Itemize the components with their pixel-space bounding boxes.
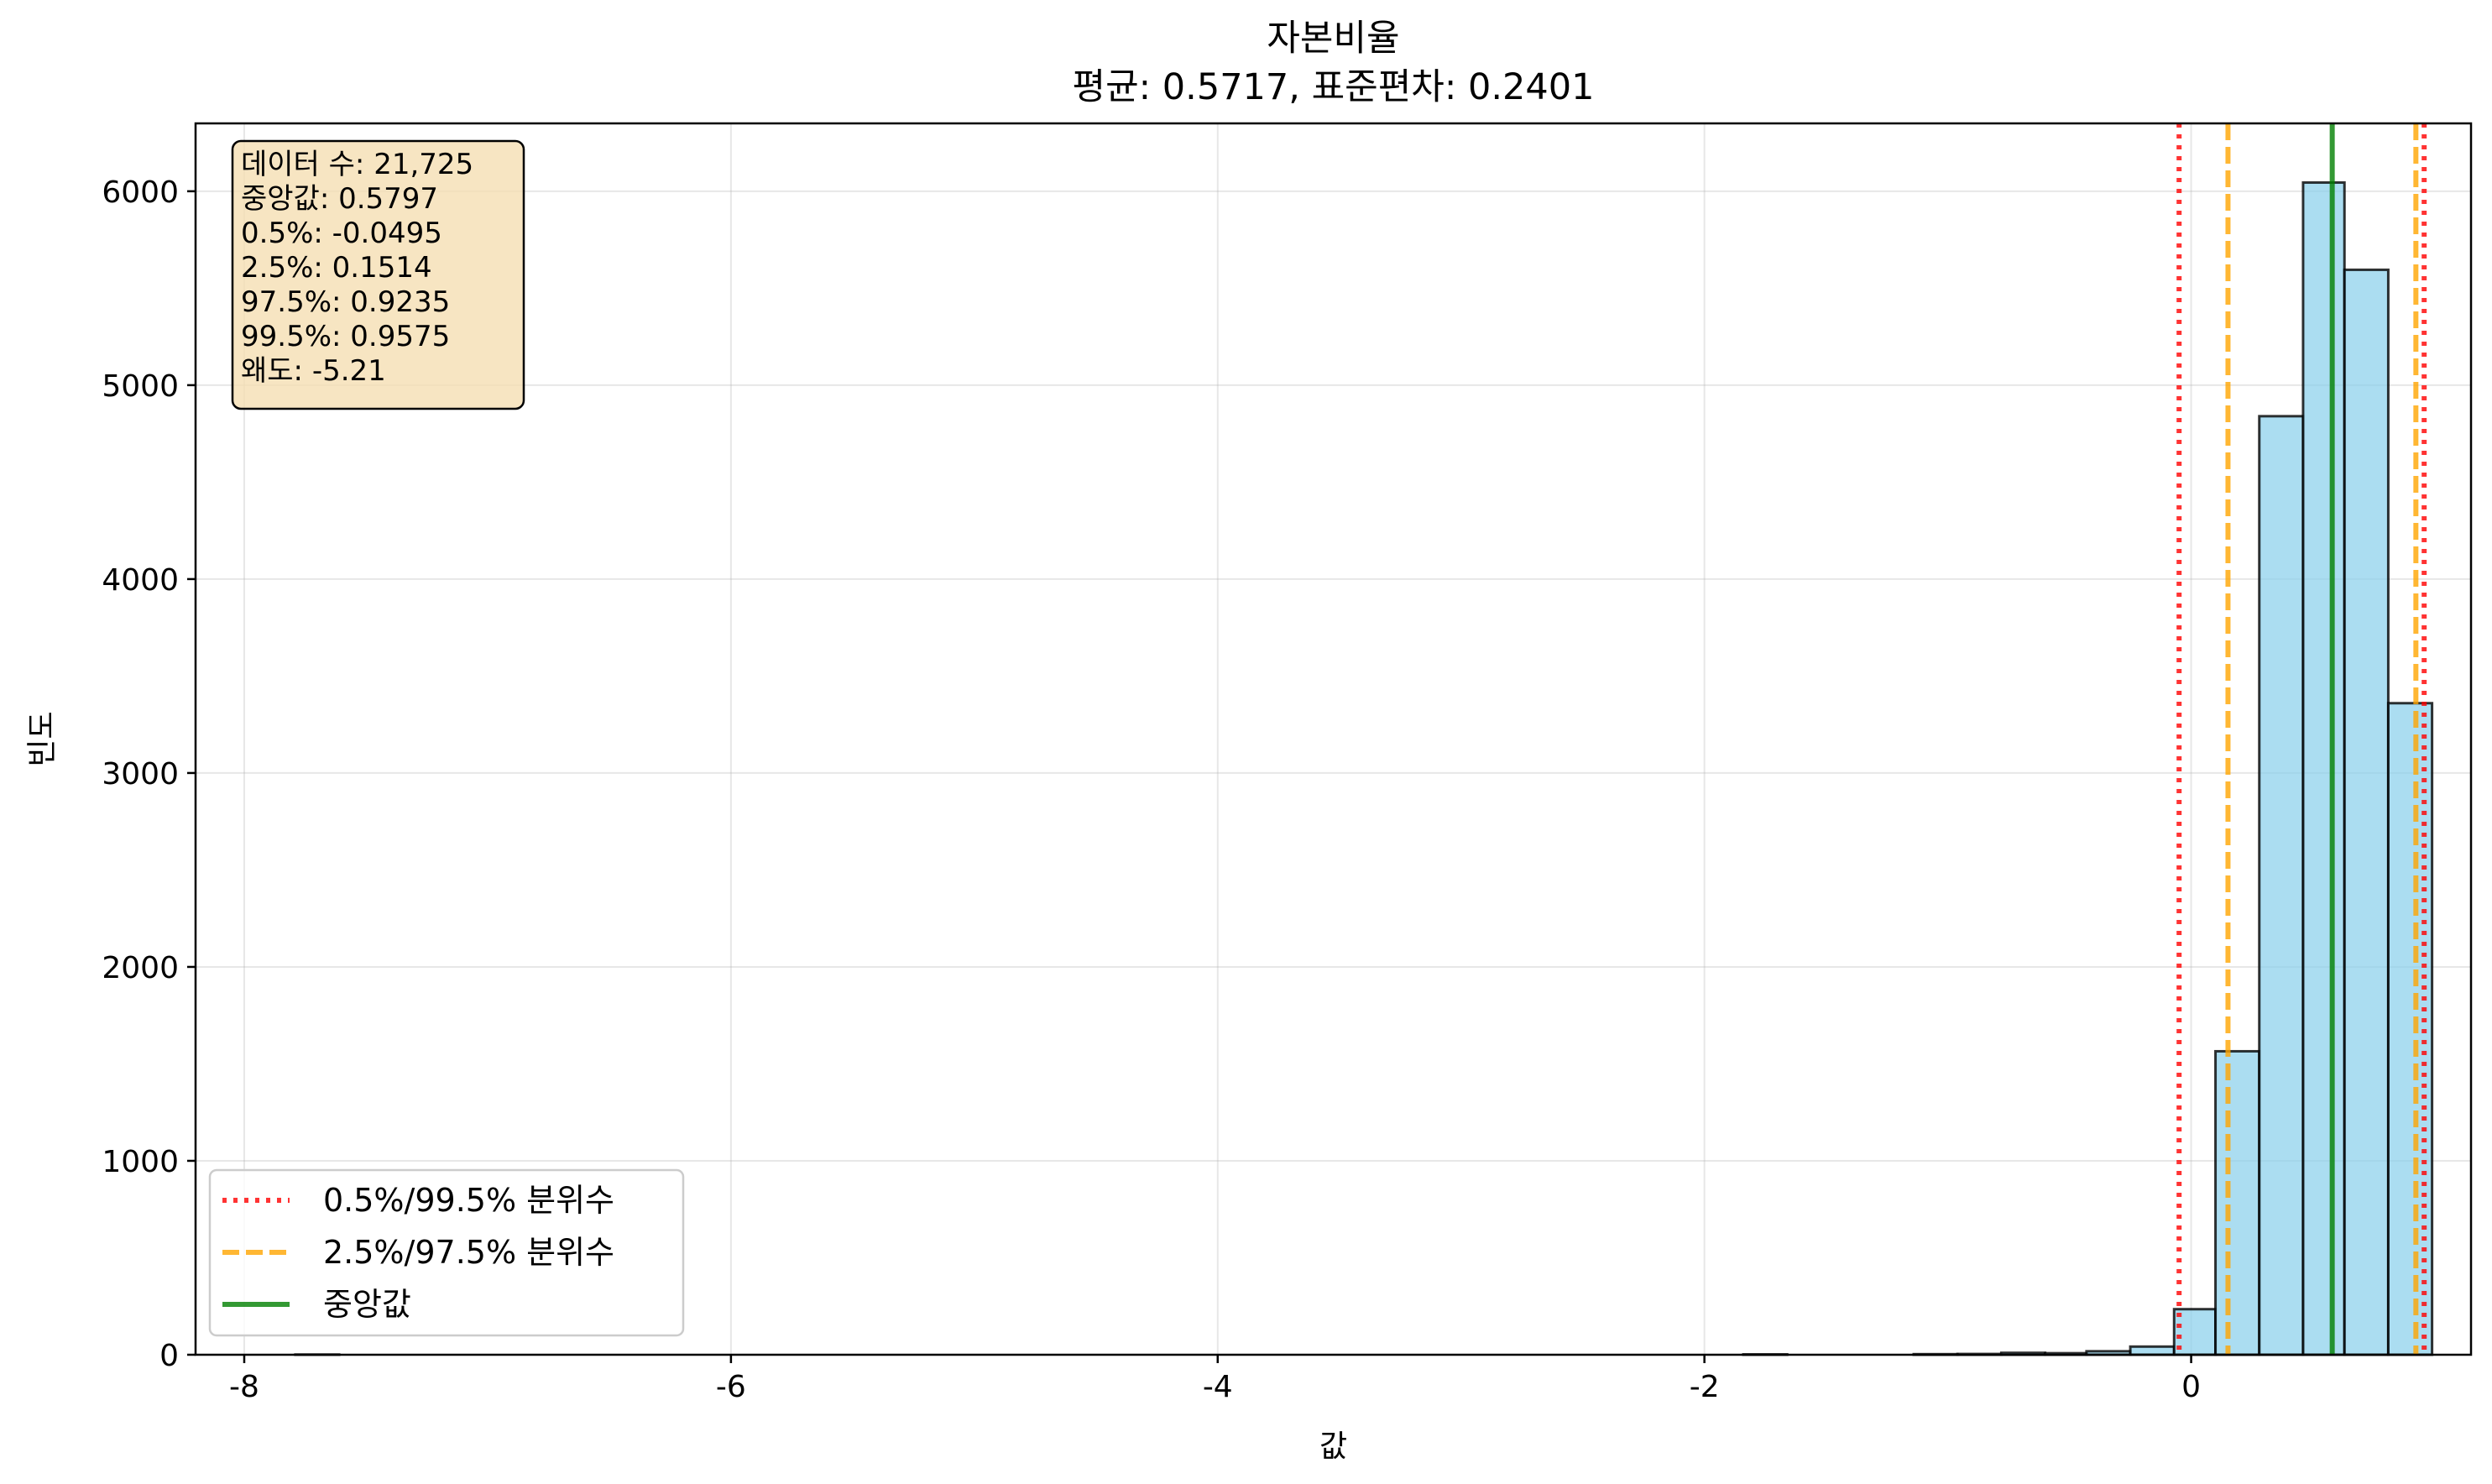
x-tick-label: -4 xyxy=(1203,1370,1233,1404)
chart-title: 자본비율 xyxy=(1267,18,1399,60)
histogram-bar xyxy=(2129,1345,2176,1356)
y-tick-label: 0 xyxy=(159,1339,179,1373)
histogram-bar xyxy=(2301,180,2346,1356)
stats-line: 중앙값: 0.5797 xyxy=(241,182,438,216)
histogram-bar xyxy=(2343,268,2390,1356)
stats-box-bg xyxy=(231,139,525,410)
x-tick-label: -6 xyxy=(716,1370,746,1404)
stats-line: 99.5%: 0.9575 xyxy=(241,320,450,353)
legend-label: 2.5%/97.5% 분위수 xyxy=(323,1234,614,1271)
stats-line: 0.5%: -0.0495 xyxy=(241,217,442,250)
legend-box xyxy=(208,1168,685,1337)
y-axis-label: 빈도 xyxy=(25,711,60,766)
y-tick-label: 2000 xyxy=(102,951,179,985)
stats-line: 왜도: -5.21 xyxy=(241,354,386,388)
stats-line: 97.5%: 0.9235 xyxy=(241,285,450,319)
stats-line: 2.5%: 0.1514 xyxy=(241,251,432,285)
histogram-bar xyxy=(2258,415,2305,1356)
histogram-bars xyxy=(294,180,2434,1356)
y-tick-label: 6000 xyxy=(102,175,179,210)
x-axis-label: 값 xyxy=(1319,1429,1347,1464)
y-tick-label: 3000 xyxy=(102,757,179,792)
plot-area xyxy=(196,123,2471,1355)
x-tick-label: 0 xyxy=(2181,1370,2201,1404)
chart-subtitle: 평균: 0.5717, 표준편차: 0.2401 xyxy=(1073,66,1595,108)
histogram-bar xyxy=(2214,1049,2261,1356)
x-tick-label: -2 xyxy=(1690,1370,1720,1404)
y-tick-label: 4000 xyxy=(102,563,179,598)
y-tick-label: 1000 xyxy=(102,1145,179,1179)
axes-frame xyxy=(194,122,2473,1356)
legend-label: 중앙값 xyxy=(323,1286,411,1323)
stats-line: 데이터 수: 21,725 xyxy=(241,148,473,181)
y-tick-label: 5000 xyxy=(102,369,179,404)
legend-label: 0.5%/99.5% 분위수 xyxy=(323,1182,614,1219)
x-tick-label: -8 xyxy=(229,1370,259,1404)
